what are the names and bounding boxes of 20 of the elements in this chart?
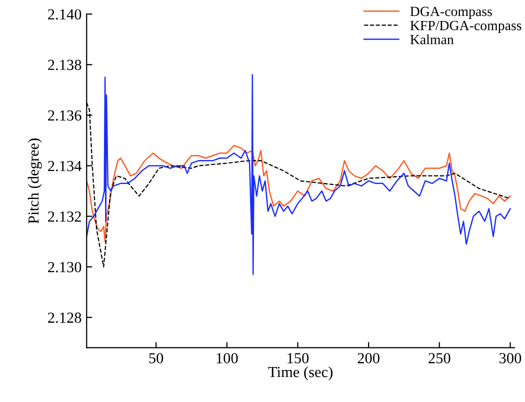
y-tick-label: 2.136: [48, 110, 82, 121]
y-tick-label: 2.128: [48, 312, 82, 323]
legend-label: Kalman: [410, 34, 454, 44]
y-axis-title: Pitch (degree): [28, 138, 42, 224]
y-tick-label: 2.138: [48, 60, 82, 70]
x-axis-title: Time (sec): [268, 366, 332, 380]
legend-label: KFP/DGA-compass: [410, 20, 522, 34]
y-tick-label: 2.140: [48, 9, 82, 20]
x-tick-label: 100: [216, 353, 238, 364]
x-tick-label: 150: [288, 353, 309, 364]
y-tick-label: 2.130: [48, 262, 82, 272]
x-tick-label: 200: [358, 353, 380, 364]
x-tick-label: 300: [500, 353, 522, 364]
x-tick-label: 250: [428, 353, 450, 364]
line-series: [86, 144, 511, 242]
y-tick-label: 2.134: [48, 160, 82, 172]
x-tick-label: 50: [149, 353, 164, 364]
y-tick-label: 2.132: [48, 211, 81, 222]
line-series: [86, 74, 511, 276]
legend-label: DGA-compass: [410, 6, 492, 19]
